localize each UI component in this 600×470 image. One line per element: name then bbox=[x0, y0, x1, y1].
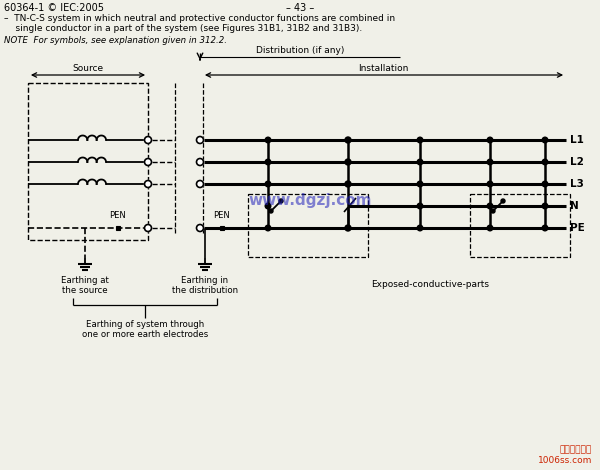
Bar bbox=[470, 194, 570, 257]
Text: L2: L2 bbox=[570, 157, 584, 167]
Circle shape bbox=[487, 203, 493, 209]
Circle shape bbox=[487, 181, 493, 187]
Text: Earthing in
the distribution: Earthing in the distribution bbox=[172, 276, 238, 296]
Bar bbox=[220, 226, 224, 230]
Circle shape bbox=[145, 225, 151, 232]
Circle shape bbox=[265, 159, 271, 165]
Text: PEN: PEN bbox=[214, 211, 230, 220]
Circle shape bbox=[417, 203, 423, 209]
Circle shape bbox=[487, 159, 493, 165]
Circle shape bbox=[345, 225, 351, 231]
Circle shape bbox=[487, 225, 493, 231]
Text: – 43 –: – 43 – bbox=[286, 3, 314, 13]
Circle shape bbox=[501, 199, 505, 203]
Bar bbox=[248, 194, 368, 257]
Text: Source: Source bbox=[73, 64, 104, 73]
Bar bbox=[116, 226, 120, 230]
Circle shape bbox=[417, 181, 423, 187]
Text: Earthing of system through
one or more earth electrodes: Earthing of system through one or more e… bbox=[82, 320, 208, 339]
Text: L1: L1 bbox=[570, 135, 584, 145]
Circle shape bbox=[265, 137, 271, 143]
Circle shape bbox=[345, 181, 351, 187]
Circle shape bbox=[542, 225, 548, 231]
Text: Installation: Installation bbox=[358, 64, 408, 73]
Text: L3: L3 bbox=[570, 179, 584, 189]
Circle shape bbox=[417, 137, 423, 143]
Circle shape bbox=[145, 136, 151, 143]
Circle shape bbox=[197, 136, 203, 143]
Circle shape bbox=[487, 137, 493, 143]
Circle shape bbox=[279, 199, 283, 203]
Circle shape bbox=[491, 209, 495, 213]
Text: NOTE  For symbols, see explanation given in 312.2.: NOTE For symbols, see explanation given … bbox=[4, 36, 227, 45]
Circle shape bbox=[265, 181, 271, 187]
Circle shape bbox=[265, 203, 271, 209]
Text: N: N bbox=[570, 201, 579, 211]
Circle shape bbox=[542, 159, 548, 165]
Circle shape bbox=[345, 159, 351, 165]
Circle shape bbox=[145, 180, 151, 188]
Circle shape bbox=[345, 137, 351, 143]
Text: –  TN-C-S system in which neutral and protective conductor functions are combine: – TN-C-S system in which neutral and pro… bbox=[4, 14, 395, 23]
Text: 60364-1 © IEC:2005: 60364-1 © IEC:2005 bbox=[4, 3, 104, 13]
Text: Earthing at
the source: Earthing at the source bbox=[61, 276, 109, 296]
Text: 1006ss.com: 1006ss.com bbox=[538, 456, 592, 465]
Circle shape bbox=[145, 158, 151, 165]
Text: single conductor in a part of the system (see Figures 31B1, 31B2 and 31B3).: single conductor in a part of the system… bbox=[4, 24, 362, 33]
Text: PE: PE bbox=[570, 223, 585, 233]
Circle shape bbox=[269, 209, 273, 213]
Circle shape bbox=[265, 225, 271, 231]
Circle shape bbox=[542, 203, 548, 209]
Circle shape bbox=[417, 159, 423, 165]
Text: 电工基础知识: 电工基础知识 bbox=[560, 445, 592, 454]
Circle shape bbox=[197, 225, 203, 232]
Circle shape bbox=[542, 137, 548, 143]
Circle shape bbox=[542, 181, 548, 187]
Circle shape bbox=[197, 158, 203, 165]
Text: www.dgzj.com: www.dgzj.com bbox=[248, 193, 372, 207]
Text: Distribution (if any): Distribution (if any) bbox=[256, 46, 344, 55]
Bar bbox=[28, 83, 148, 240]
Text: Exposed-conductive-parts: Exposed-conductive-parts bbox=[371, 280, 489, 289]
Circle shape bbox=[197, 180, 203, 188]
Circle shape bbox=[417, 225, 423, 231]
Text: PEN: PEN bbox=[110, 211, 127, 220]
